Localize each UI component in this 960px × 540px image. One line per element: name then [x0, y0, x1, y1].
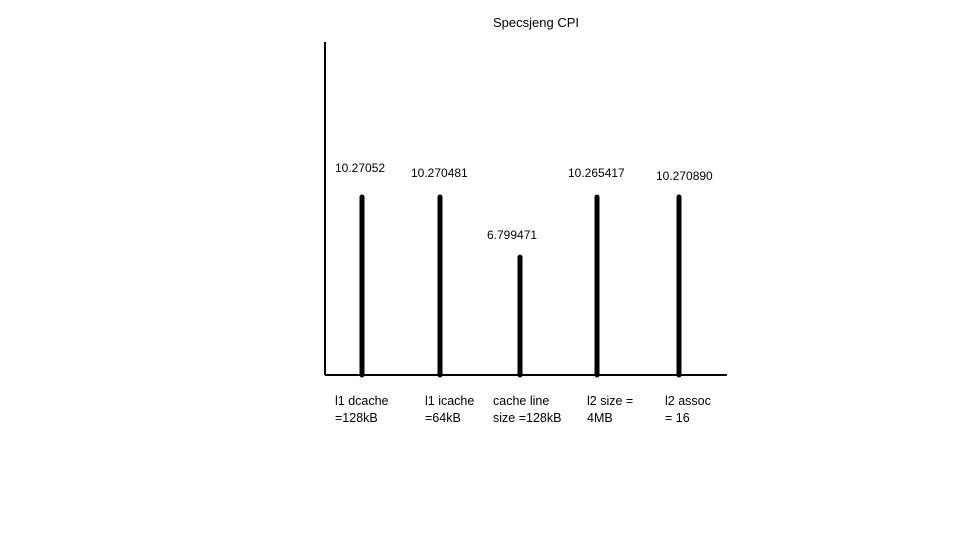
- category-label: l1 icache =64kB: [425, 394, 474, 425]
- value-label: 6.799471: [487, 228, 537, 242]
- value-label: 10.27052: [335, 161, 385, 175]
- category-label: cache line size =128kB: [493, 394, 561, 425]
- value-label: 10.270481: [411, 166, 468, 180]
- chart-title: Specsjeng CPI: [493, 15, 579, 30]
- value-label: 10.270890: [656, 169, 713, 183]
- category-label: l2 size = 4MB: [587, 394, 633, 425]
- category-label: l2 assoc = 16: [665, 394, 711, 425]
- value-label: 10.265417: [568, 166, 625, 180]
- category-label: l1 dcache =128kB: [335, 394, 389, 425]
